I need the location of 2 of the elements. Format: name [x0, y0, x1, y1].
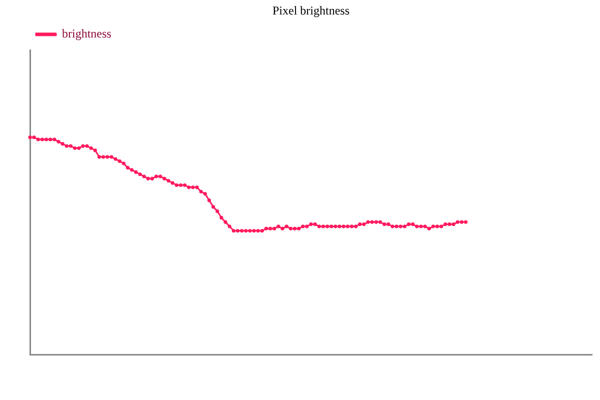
chart-title: Pixel brightness [272, 3, 350, 18]
legend-label: brightness [62, 26, 112, 41]
